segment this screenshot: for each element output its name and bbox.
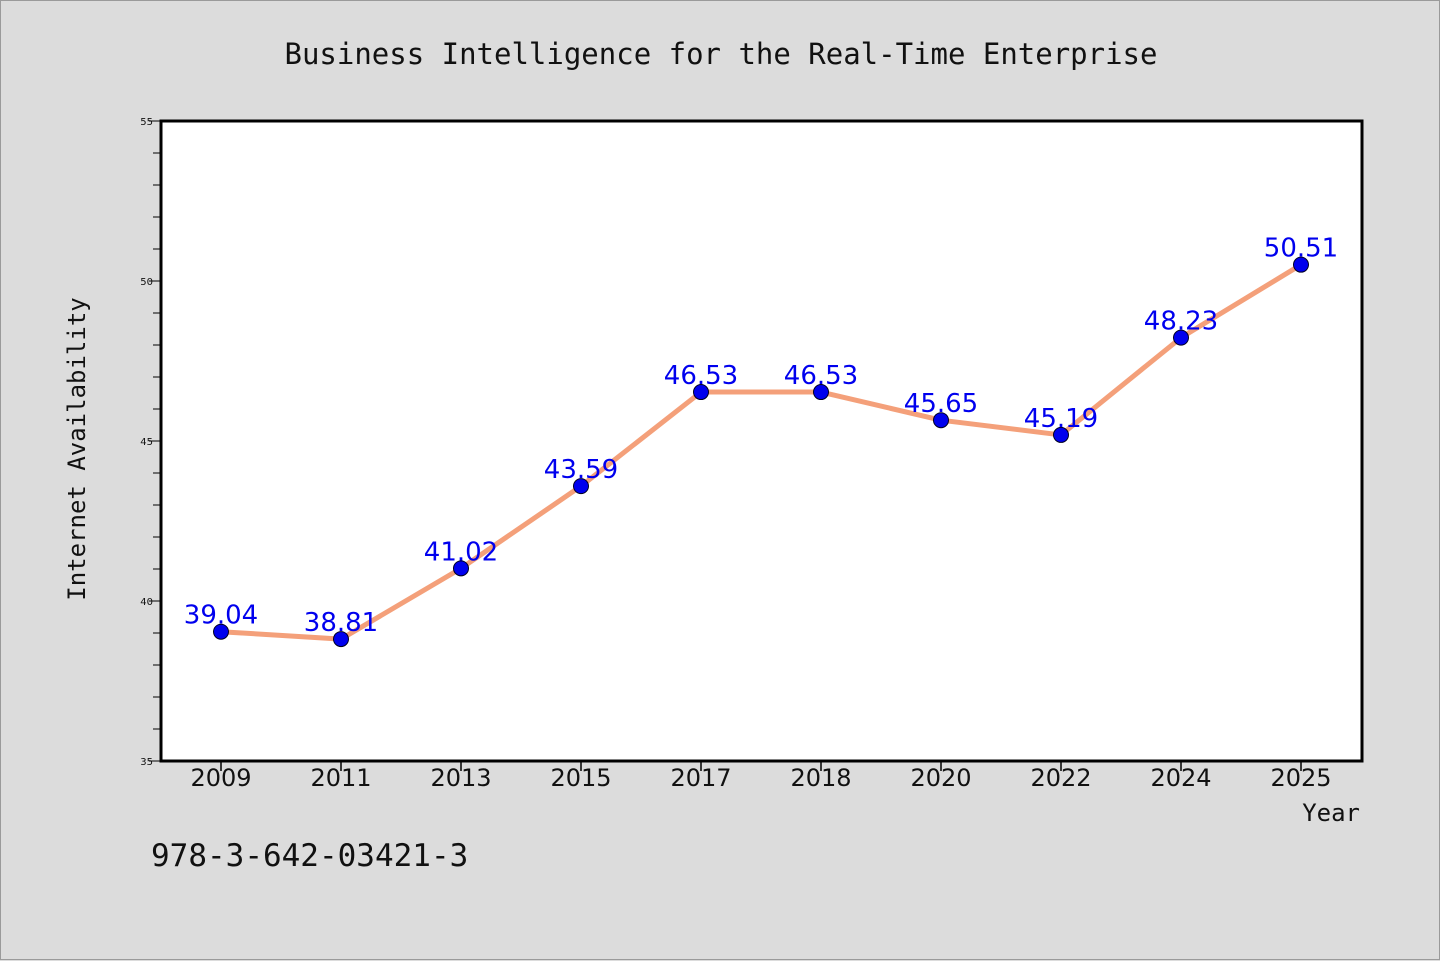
x-tick-label: 2015 bbox=[550, 764, 611, 792]
chart-title: Business Intelligence for the Real-Time … bbox=[285, 37, 1158, 71]
data-labels: 39.04 38.81 41.02 43.59 46.53 46.53 45.65 45.19… bbox=[184, 234, 1338, 638]
data-point-marker bbox=[813, 384, 829, 401]
y-tick-label: 50 bbox=[140, 277, 153, 288]
x-tick-label: 2024 bbox=[1150, 764, 1211, 792]
data-point-label: 43.59 bbox=[544, 455, 618, 485]
x-axis-ticks: 2009 2011 2013 2015 2017 2018 2020 2022 2024 2025 bbox=[190, 761, 1332, 792]
x-tick-label: 2018 bbox=[790, 764, 851, 792]
series-group: 39.04 38.81 41.02 43.59 46.53 46.53 45.65 45.19… bbox=[184, 234, 1338, 648]
x-axis-label: Year bbox=[1302, 799, 1360, 827]
data-point-label: 48.23 bbox=[1144, 307, 1218, 337]
y-tick-label: 55 bbox=[140, 117, 153, 128]
y-tick-label: 40 bbox=[140, 597, 153, 608]
y-axis-label: Internet Availability bbox=[63, 297, 91, 600]
x-tick-label: 2011 bbox=[310, 764, 371, 792]
data-point-marker bbox=[1173, 329, 1189, 346]
data-point-label: 46.53 bbox=[784, 361, 858, 391]
data-point-label: 39.04 bbox=[184, 601, 258, 631]
series-markers bbox=[213, 256, 1309, 648]
data-point-marker bbox=[453, 560, 469, 577]
data-point-marker bbox=[573, 478, 589, 495]
plot-area bbox=[159, 119, 1364, 763]
x-tick-label: 2025 bbox=[1270, 764, 1331, 792]
series-line bbox=[218, 262, 1304, 642]
x-tick-label: 2017 bbox=[670, 764, 731, 792]
y-tick-label: 35 bbox=[140, 757, 153, 768]
x-tick-label: 2013 bbox=[430, 764, 491, 792]
data-point-label: 45.65 bbox=[904, 389, 978, 419]
y-axis-ticks: 35 40 45 50 55 bbox=[140, 117, 161, 768]
x-tick-label: 2009 bbox=[190, 764, 251, 792]
data-point-label: 45.19 bbox=[1024, 404, 1098, 434]
data-point-label: 46.53 bbox=[664, 361, 738, 391]
x-tick-label: 2022 bbox=[1030, 764, 1091, 792]
data-point-marker bbox=[1053, 426, 1069, 443]
data-point-label: 50.51 bbox=[1264, 234, 1338, 264]
data-point-label: 41.02 bbox=[424, 537, 498, 567]
y-tick-label: 45 bbox=[140, 437, 153, 448]
data-point-label: 38.81 bbox=[304, 608, 378, 638]
data-point-marker bbox=[1293, 256, 1309, 273]
isbn-annotation: 978-3-642-03421-3 bbox=[151, 838, 468, 874]
x-tick-label: 2020 bbox=[910, 764, 971, 792]
data-point-marker bbox=[213, 623, 229, 640]
data-point-marker bbox=[933, 412, 949, 429]
data-point-marker bbox=[333, 631, 349, 648]
data-point-marker bbox=[693, 384, 709, 401]
